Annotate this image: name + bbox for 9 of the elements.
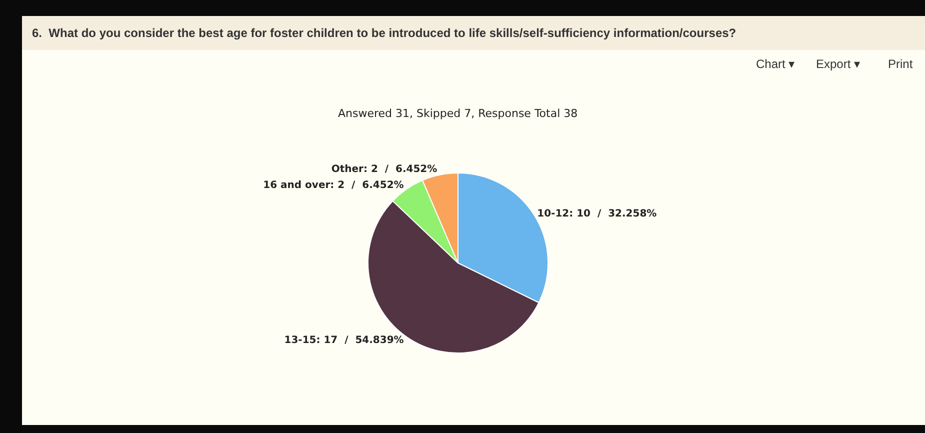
chart-title: 6. What do you consider the best age for foster children to be introduced to life skills/self-sufficiency information/courses? <box>32 26 736 40</box>
slice-label: 10-12: 10 / 32.258% <box>537 208 657 220</box>
slice-label: Other: 2 / 6.452% <box>331 164 438 176</box>
chart-subtitle: Answered 31, Skipped 7, Response Total 38 <box>338 107 578 120</box>
slice-label: 16 and over: 2 / 6.452% <box>263 180 404 191</box>
text: Chart ▾ <box>756 57 795 71</box>
slice-label: 13-15: 17 / 54.839% <box>284 335 404 346</box>
text: Print <box>888 57 914 71</box>
text: Export ▾ <box>816 57 860 71</box>
